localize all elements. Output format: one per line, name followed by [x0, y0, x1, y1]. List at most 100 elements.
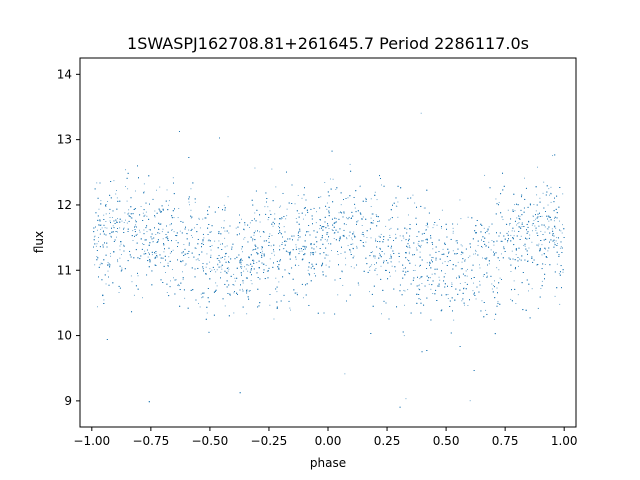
data-point: [312, 252, 314, 254]
data-point: [244, 266, 246, 268]
data-point: [537, 166, 538, 168]
data-point: [405, 398, 407, 400]
data-point: [287, 272, 289, 274]
data-point: [332, 178, 334, 180]
data-point: [268, 238, 270, 239]
data-point: [277, 268, 279, 270]
data-point: [241, 218, 242, 220]
data-point: [526, 279, 528, 281]
data-point: [286, 208, 288, 210]
data-point: [472, 264, 474, 266]
data-point: [529, 203, 531, 205]
data-point: [295, 246, 297, 248]
data-point: [380, 248, 382, 250]
data-point: [370, 237, 372, 239]
data-point: [397, 216, 399, 218]
data-point: [262, 231, 264, 233]
data-point: [521, 222, 523, 224]
data-point: [265, 264, 267, 266]
data-point: [295, 258, 297, 260]
data-point: [485, 309, 487, 311]
data-point: [556, 237, 558, 239]
data-point: [124, 268, 126, 270]
data-point: [502, 189, 504, 191]
data-point: [432, 293, 434, 294]
data-point: [324, 182, 326, 183]
data-point: [418, 285, 420, 287]
data-point: [280, 205, 282, 207]
data-point: [551, 228, 553, 230]
data-point: [332, 201, 334, 203]
data-point: [483, 227, 485, 229]
data-point: [175, 279, 177, 281]
data-point: [172, 249, 174, 251]
data-point: [93, 246, 94, 248]
data-point: [475, 250, 477, 252]
data-point: [164, 248, 165, 250]
data-point: [169, 252, 171, 254]
data-point: [253, 260, 255, 262]
data-point: [406, 232, 408, 234]
data-point: [540, 230, 542, 232]
data-point: [135, 224, 137, 226]
data-point: [387, 262, 389, 264]
data-point: [110, 255, 112, 257]
data-point: [106, 246, 108, 248]
data-point: [165, 272, 166, 273]
data-point: [546, 228, 548, 230]
data-point: [210, 231, 212, 233]
data-point: [417, 243, 419, 245]
data-point: [554, 154, 556, 156]
data-point: [487, 229, 489, 231]
data-point: [365, 197, 367, 199]
data-point: [210, 271, 211, 272]
data-point: [274, 213, 276, 215]
data-point: [481, 300, 483, 302]
data-point: [408, 251, 410, 253]
data-point: [305, 284, 306, 286]
data-point: [485, 245, 487, 247]
data-point: [195, 299, 197, 301]
data-point: [376, 215, 378, 217]
data-point: [370, 265, 372, 267]
data-point: [461, 300, 463, 302]
data-point: [458, 275, 460, 277]
data-point: [273, 251, 275, 253]
data-point: [143, 191, 145, 193]
data-point: [514, 204, 516, 206]
data-point: [442, 248, 444, 250]
data-point: [395, 205, 397, 207]
data-point: [484, 174, 486, 176]
data-point: [166, 236, 168, 237]
data-point: [534, 225, 536, 227]
data-point: [401, 294, 403, 296]
data-point: [515, 254, 517, 256]
data-point: [220, 266, 222, 268]
data-point: [402, 235, 404, 237]
data-point: [349, 163, 351, 165]
data-point: [207, 288, 209, 289]
data-point: [491, 283, 493, 285]
data-point: [358, 284, 360, 286]
data-point: [558, 273, 560, 275]
data-point: [139, 214, 141, 216]
data-point: [502, 240, 504, 242]
data-point: [553, 220, 555, 222]
data-point: [147, 256, 149, 258]
data-point: [499, 277, 501, 279]
data-point: [385, 225, 387, 227]
data-point: [337, 254, 339, 256]
data-point: [405, 239, 407, 240]
data-point: [510, 271, 512, 272]
data-point: [453, 319, 455, 321]
data-point: [134, 226, 135, 228]
data-point: [559, 303, 561, 305]
data-point: [554, 225, 556, 227]
data-point: [422, 240, 424, 242]
data-point: [464, 282, 466, 283]
data-point: [240, 272, 242, 274]
data-point: [139, 231, 141, 233]
data-point: [145, 211, 147, 213]
data-point: [192, 236, 193, 238]
data-point: [520, 259, 522, 261]
